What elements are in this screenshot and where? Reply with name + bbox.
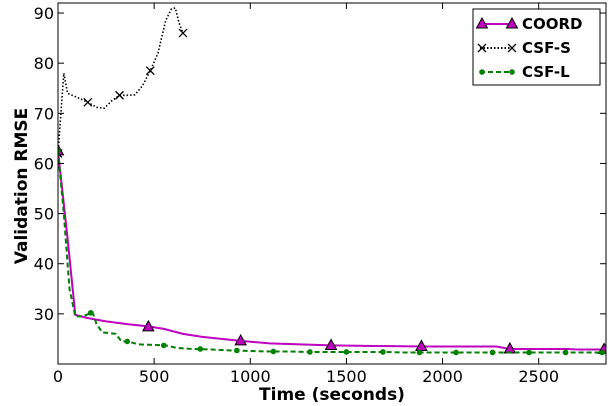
legend-marker	[477, 43, 487, 53]
data-point-csf-l	[489, 349, 496, 356]
data-point-csf-l	[87, 310, 94, 316]
series-coord	[58, 143, 606, 354]
x-tick-label: 1000	[230, 367, 271, 386]
data-point-csf-s	[178, 28, 188, 38]
x-tick-label: 1500	[326, 367, 367, 386]
legend: COORD CSF-S CSF-L	[472, 8, 601, 86]
y-tick-label: 30	[34, 305, 54, 324]
y-axis-title: Validation RMSE	[12, 108, 32, 265]
data-point-csf-s	[83, 97, 93, 107]
plot-frame	[57, 2, 607, 365]
series-layer	[58, 7, 606, 356]
data-point-csf-l	[270, 348, 277, 355]
data-point-csf-l	[160, 342, 167, 349]
data-point-csf-l	[416, 349, 423, 356]
legend-entry-coord: COORD	[475, 15, 583, 33]
x-tick-label: 500	[139, 367, 170, 386]
data-point-csf-l	[526, 349, 532, 356]
data-point-csf-l	[599, 349, 605, 356]
x-tick-label: 0	[53, 367, 63, 386]
legend-entry-csf-l: CSF-L	[479, 63, 570, 81]
x-tick-label: 2000	[422, 367, 463, 386]
x-tick-label: 2500	[518, 367, 559, 386]
data-point-coord	[234, 333, 248, 346]
ticks-layer: 0 500 1000 1500 2000 2500 30 40 50 60 70 80 90	[34, 3, 606, 386]
y-tick-label: 70	[34, 104, 54, 123]
legend-marker	[475, 16, 489, 29]
series-line-coord	[58, 150, 606, 351]
series-line-csf-l	[58, 150, 606, 354]
legend-entry-csf-s: CSF-S	[477, 39, 571, 57]
legend-marker	[509, 69, 515, 75]
data-point-coord	[142, 319, 155, 332]
y-tick-label: 40	[34, 255, 54, 274]
series-csf-s	[58, 7, 188, 158]
data-point-coord	[324, 338, 338, 350]
series-line-csf-s	[58, 7, 184, 154]
data-point-csf-l	[234, 347, 240, 354]
legend-label: CSF-L	[522, 63, 570, 81]
y-tick-label: 50	[34, 205, 54, 224]
data-point-csf-s	[145, 66, 155, 76]
data-point-csf-s	[115, 90, 124, 100]
data-point-csf-l	[562, 349, 569, 356]
data-point-csf-l	[307, 349, 313, 355]
y-tick-label: 60	[34, 154, 54, 173]
legend-label: CSF-S	[522, 39, 571, 57]
data-point-csf-l	[380, 349, 386, 355]
data-point-csf-l	[197, 346, 204, 352]
legend-marker	[479, 69, 485, 75]
y-tick-label: 90	[34, 4, 54, 23]
legend-marker	[505, 16, 519, 29]
series-csf-l	[58, 148, 606, 356]
y-tick-label: 80	[34, 54, 54, 73]
data-point-csf-l	[124, 338, 131, 345]
data-point-csf-l	[453, 349, 459, 356]
data-point-csf-l	[343, 349, 350, 355]
x-axis-title: Time (seconds)	[259, 385, 405, 405]
legend-marker	[507, 43, 517, 53]
legend-label: COORD	[522, 15, 583, 33]
